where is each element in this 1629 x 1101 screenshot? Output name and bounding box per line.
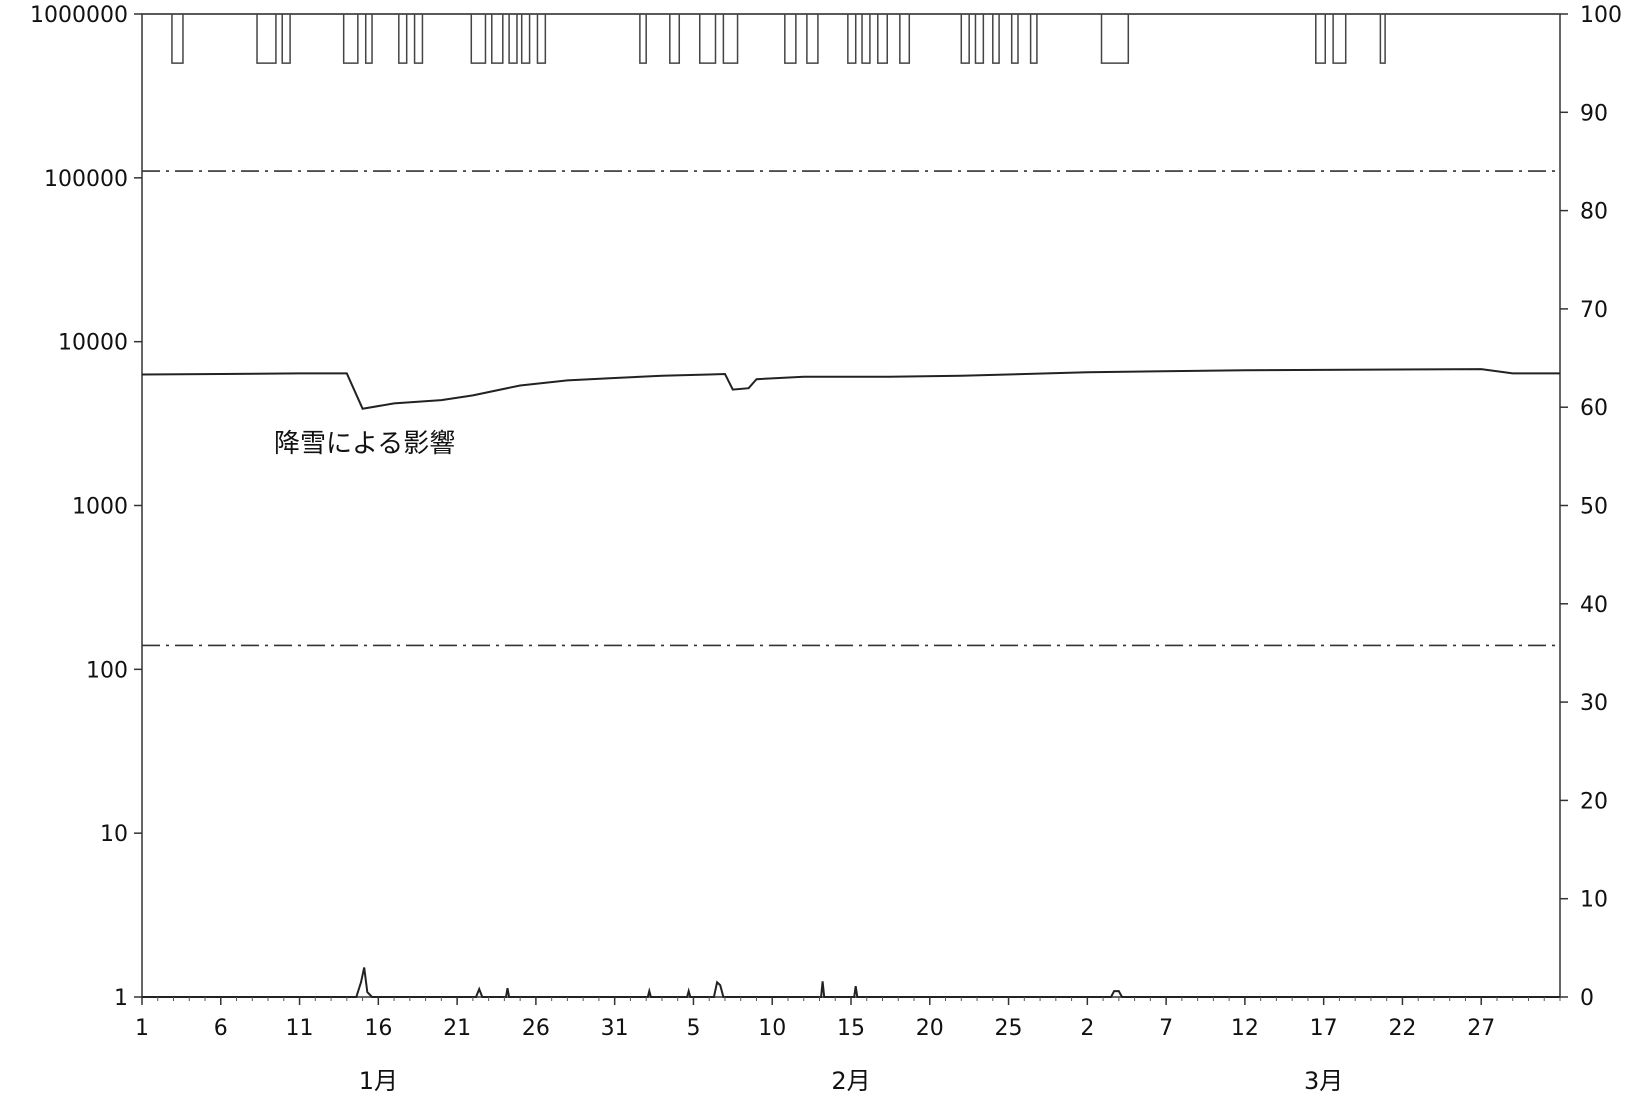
series-3-pulse <box>281 14 291 64</box>
x-axis-tick-label: 6 <box>214 1016 228 1041</box>
series-3-pulse <box>1379 14 1386 64</box>
right-axis-tick-label: 10 <box>1580 888 1608 913</box>
series-3-pulse <box>877 14 888 64</box>
series-3-pulse <box>491 14 504 64</box>
right-axis-tick-label: 20 <box>1580 789 1608 814</box>
left-axis-tick-label: 1000000 <box>30 3 128 28</box>
series-3-pulse <box>847 14 857 64</box>
right-axis-tick-label: 90 <box>1580 101 1608 126</box>
series-3-pulse <box>669 14 681 64</box>
plot-frame <box>141 13 1561 998</box>
series-3-pulse <box>784 14 797 64</box>
right-axis-tick-label: 70 <box>1580 298 1608 323</box>
right-axis-tick-label: 40 <box>1580 593 1608 618</box>
series-3-pulse <box>1010 14 1019 64</box>
x-axis-tick-label: 2 <box>1080 1016 1094 1041</box>
left-axis-tick-label: 100000 <box>44 167 128 192</box>
right-axis-tick-label: 0 <box>1580 986 1594 1011</box>
left-axis-tick-label: 100 <box>86 658 128 683</box>
series-3-pulse <box>861 14 871 64</box>
month-label: 2月 <box>831 1067 870 1095</box>
x-axis-tick-label: 25 <box>995 1016 1023 1041</box>
series-2-line <box>142 967 1560 998</box>
axis-layer: 1 10 100 1000 10000 100000 1000000 0 10 20 30 40 50 6… <box>30 3 1622 1095</box>
right-axis-tick-label: 50 <box>1580 495 1608 520</box>
x-axis-tick-label: 11 <box>286 1016 314 1041</box>
left-axis-tick-label: 1000 <box>72 495 128 520</box>
series-3-pulse <box>398 14 408 64</box>
series-3-pulse <box>256 14 277 64</box>
series-layer <box>141 13 1560 998</box>
x-axis-tick-label: 26 <box>522 1016 550 1041</box>
month-label: 1月 <box>359 1067 398 1095</box>
x-axis-tick-label: 27 <box>1467 1016 1495 1041</box>
x-axis-tick-label: 16 <box>364 1016 392 1041</box>
left-axis-tick-label: 10000 <box>58 331 128 356</box>
x-axis-tick-label: 21 <box>443 1016 471 1041</box>
x-axis-tick-label: 12 <box>1231 1016 1259 1041</box>
series-1-line <box>141 368 1560 410</box>
month-label: 3月 <box>1304 1067 1343 1095</box>
series-3-pulse <box>520 14 531 64</box>
series-3-pulse <box>413 14 424 64</box>
series-3-pulse <box>639 14 647 64</box>
series-3-pulse <box>1332 14 1347 64</box>
x-axis-tick-label: 20 <box>916 1016 944 1041</box>
series-3-pulse <box>1100 14 1130 64</box>
x-axis-tick-label: 31 <box>601 1016 629 1041</box>
series-3-pulse <box>992 14 1000 64</box>
series-3-pulse <box>1315 14 1326 64</box>
right-axis-tick-label: 30 <box>1580 691 1608 716</box>
series-3-pulse <box>508 14 518 64</box>
series-3-pulse <box>899 14 911 64</box>
left-axis-tick-label: 10 <box>100 822 128 847</box>
series-3-pulse <box>342 14 359 64</box>
x-axis-tick-label: 22 <box>1388 1016 1416 1041</box>
right-axis-tick-label: 80 <box>1580 200 1608 225</box>
series-3-pulse <box>171 14 184 64</box>
series-3-pulse <box>470 14 487 64</box>
series-3-pulse <box>974 14 985 64</box>
x-axis-tick-label: 5 <box>686 1016 700 1041</box>
series-3-pulse <box>806 14 819 64</box>
series-3-pulse <box>536 14 547 64</box>
series-3-pulse <box>1029 14 1038 64</box>
right-axis-tick-label: 60 <box>1580 396 1608 421</box>
annotation-label: 降雪による影響 <box>274 429 455 459</box>
series-3-pulse <box>698 14 717 64</box>
x-axis-tick-label: 10 <box>758 1016 786 1041</box>
series-3-pulse <box>722 14 739 64</box>
x-axis-tick-label: 17 <box>1310 1016 1338 1041</box>
x-axis-tick-label: 1 <box>135 1016 149 1041</box>
plot-area <box>141 13 1561 998</box>
x-axis-tick-label: 7 <box>1159 1016 1173 1041</box>
left-axis-tick-label: 1 <box>114 986 128 1011</box>
series-3-pulse <box>364 14 373 64</box>
right-axis-tick-label: 100 <box>1580 3 1622 28</box>
series-3-pulse <box>960 14 970 64</box>
x-axis-tick-label: 15 <box>837 1016 865 1041</box>
